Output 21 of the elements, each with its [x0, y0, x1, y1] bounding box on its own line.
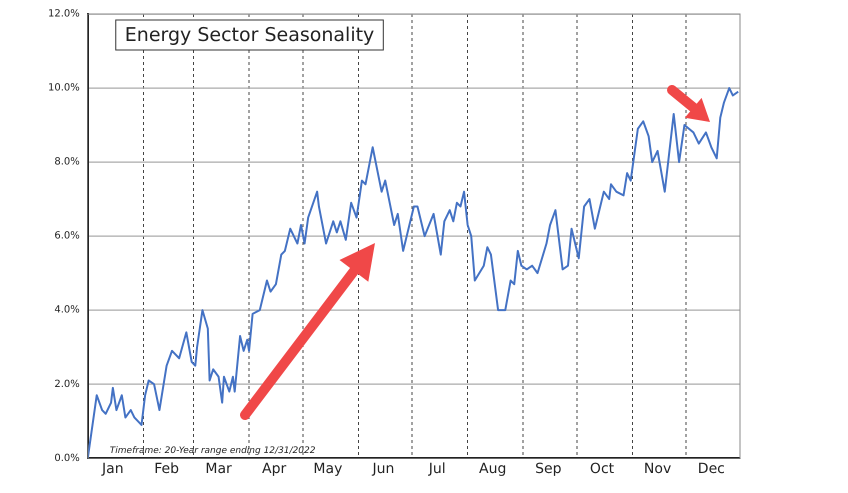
x-tick-label: May	[313, 461, 342, 478]
x-tick-label: Aug	[479, 461, 506, 478]
y-tick-label: 0.0%	[54, 452, 80, 464]
y-tick-label: 8.0%	[54, 156, 80, 168]
text: Energy Sector Seasonality	[124, 24, 374, 46]
y-tick-label: 10.0%	[48, 82, 80, 94]
x-tick-label: Oct	[590, 461, 615, 478]
x-tick-label: Apr	[262, 461, 286, 478]
y-tick-label: 2.0%	[54, 378, 80, 390]
x-tick-label: Mar	[205, 461, 232, 478]
y-tick-label: 12.0%	[48, 8, 80, 20]
x-tick-label: Feb	[154, 461, 180, 478]
x-tick-label: Jan	[101, 461, 124, 478]
x-tick-label: Dec	[698, 461, 725, 478]
x-tick-label: Jul	[428, 461, 446, 478]
annotation: Timeframe: 20-Year range ending 12/31/2022	[110, 446, 316, 456]
x-tick-label: Sep	[535, 461, 562, 478]
x-tick-label: Nov	[644, 461, 672, 478]
x-tick-label: Jun	[371, 461, 394, 478]
y-tick-label: 6.0%	[54, 230, 80, 242]
y-tick-label: 4.0%	[54, 304, 80, 316]
